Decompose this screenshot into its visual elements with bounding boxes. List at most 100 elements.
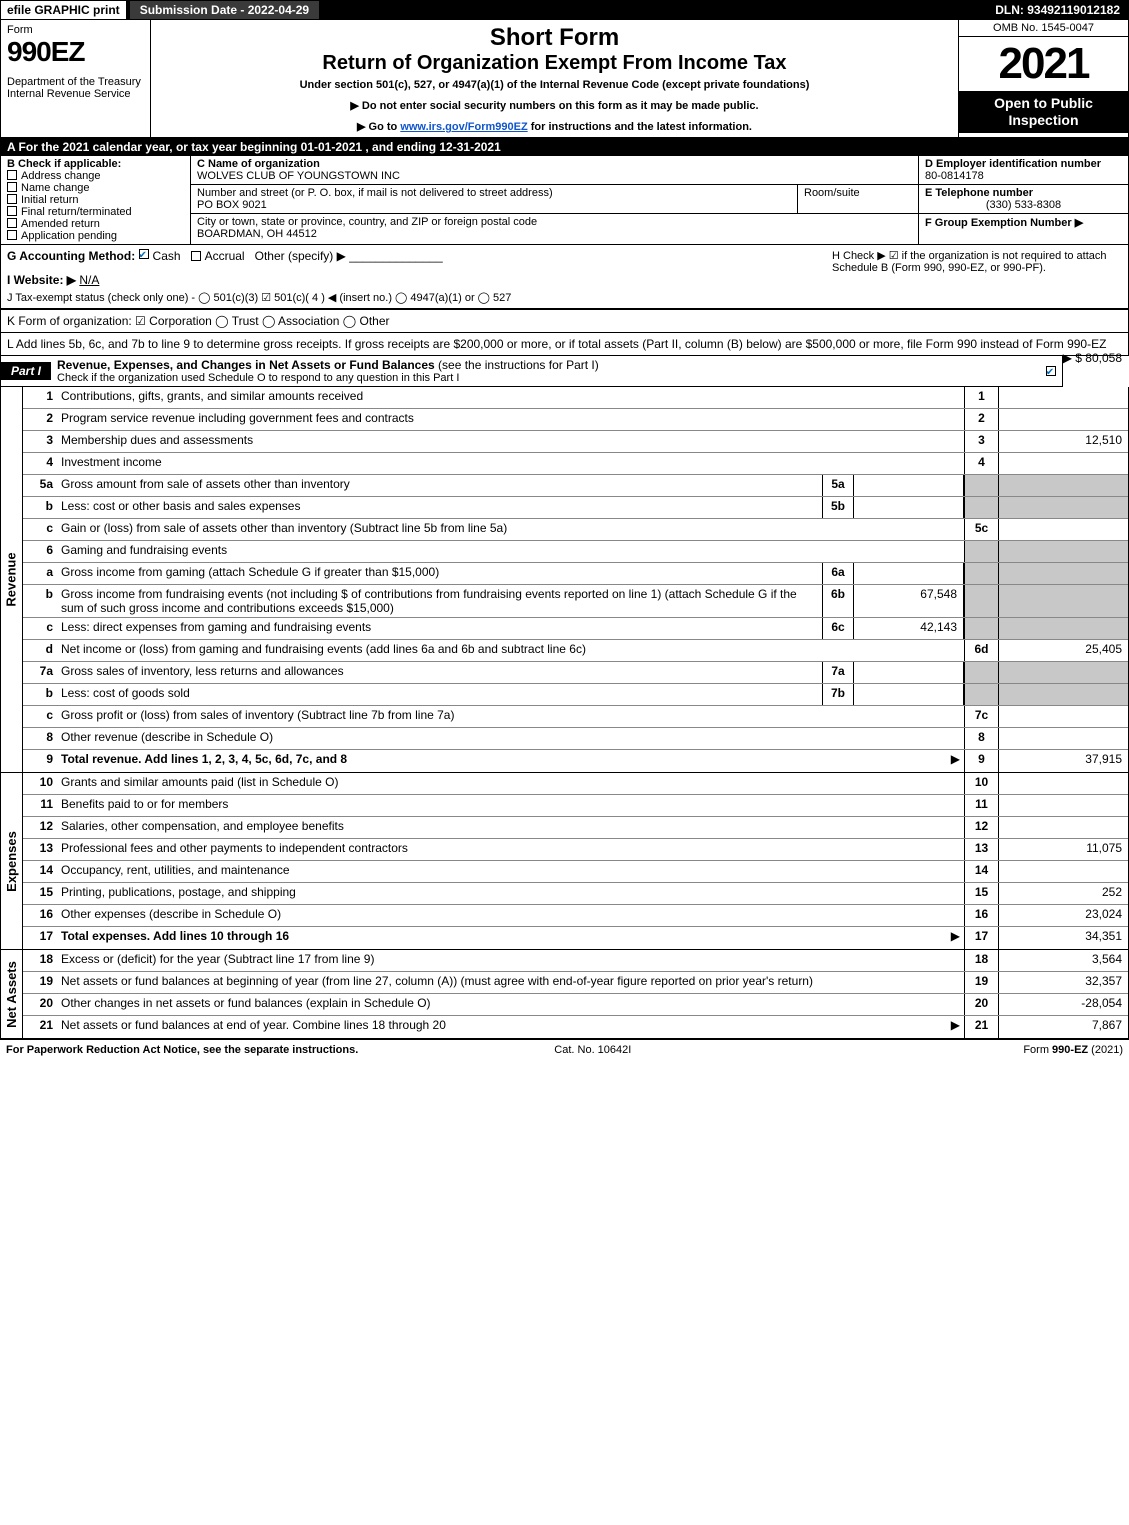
irs-link[interactable]: www.irs.gov/Form990EZ <box>400 121 527 133</box>
line-2: 2Program service revenue including gover… <box>23 409 1128 431</box>
right-val <box>998 795 1128 816</box>
line-desc: Total revenue. Add lines 1, 2, 3, 4, 5c,… <box>57 750 964 772</box>
return-title: Return of Organization Exempt From Incom… <box>159 52 950 75</box>
line-num: 1 <box>23 387 57 408</box>
line-desc: Other expenses (describe in Schedule O) <box>57 905 964 926</box>
line-b: bLess: cost of goods sold7b <box>23 684 1128 706</box>
line-3: 3Membership dues and assessments312,510 <box>23 431 1128 453</box>
cb-accrual[interactable] <box>191 251 201 261</box>
line-desc: Contributions, gifts, grants, and simila… <box>57 387 964 408</box>
line-num: 18 <box>23 950 57 971</box>
mid-num: 7b <box>822 684 854 705</box>
line-21: 21Net assets or fund balances at end of … <box>23 1016 1128 1038</box>
line-desc: Salaries, other compensation, and employ… <box>57 817 964 838</box>
right-num: 19 <box>964 972 998 993</box>
right-val <box>998 817 1128 838</box>
cb-initial[interactable]: Initial return <box>7 194 184 206</box>
right-num: 6d <box>964 640 998 661</box>
e-label: E Telephone number <box>925 187 1033 199</box>
line-num: b <box>23 585 57 617</box>
tel-cell: E Telephone number (330) 533-8308 <box>919 185 1128 214</box>
ein-val: 80-0814178 <box>925 170 984 182</box>
right-val <box>998 409 1128 430</box>
expenses-grid: Expenses 10Grants and similar amounts pa… <box>0 773 1129 950</box>
mid-val: 67,548 <box>854 585 964 617</box>
line-16: 16Other expenses (describe in Schedule O… <box>23 905 1128 927</box>
line-5a: 5aGross amount from sale of assets other… <box>23 475 1128 497</box>
org-name-cell: C Name of organization WOLVES CLUB OF YO… <box>191 156 918 185</box>
line-num: 2 <box>23 409 57 430</box>
line-desc: Investment income <box>57 453 964 474</box>
right-val <box>998 706 1128 727</box>
cb-name[interactable]: Name change <box>7 182 184 194</box>
right-val <box>998 773 1128 794</box>
revenue-grid: Revenue 1Contributions, gifts, grants, a… <box>0 387 1129 773</box>
cb-final[interactable]: Final return/terminated <box>7 206 184 218</box>
b-label: B Check if applicable: <box>7 158 184 170</box>
line-4: 4Investment income4 <box>23 453 1128 475</box>
line-desc: Gross profit or (loss) from sales of inv… <box>57 706 964 727</box>
line-num: 5a <box>23 475 57 496</box>
cb-amended[interactable]: Amended return <box>7 218 184 230</box>
line-desc: Net assets or fund balances at end of ye… <box>57 1016 964 1038</box>
right-val: 25,405 <box>998 640 1128 661</box>
revenue-lines: 1Contributions, gifts, grants, and simil… <box>23 387 1128 772</box>
group-exemption: F Group Exemption Number ▶ <box>919 214 1128 231</box>
cb-pending[interactable]: Application pending <box>7 230 184 242</box>
form-number: 990EZ <box>7 36 144 68</box>
line-num: 15 <box>23 883 57 904</box>
goto-post: for instructions and the latest informat… <box>528 121 752 133</box>
line-num: 6 <box>23 541 57 562</box>
line-desc: Net income or (loss) from gaming and fun… <box>57 640 964 661</box>
mid-val <box>854 497 964 518</box>
line-desc: Program service revenue including govern… <box>57 409 964 430</box>
right-val <box>998 387 1128 408</box>
part-1-tag: Part I <box>1 362 51 380</box>
i-label: I Website: ▶ <box>7 273 76 287</box>
form-header: Form 990EZ Department of the Treasury In… <box>0 20 1129 138</box>
line-num: 12 <box>23 817 57 838</box>
row-l: L Add lines 5b, 6c, and 7b to line 9 to … <box>0 333 1129 356</box>
footer: For Paperwork Reduction Act Notice, see … <box>0 1039 1129 1060</box>
cb-address[interactable]: Address change <box>7 170 184 182</box>
line-c: cGross profit or (loss) from sales of in… <box>23 706 1128 728</box>
line-num: 20 <box>23 994 57 1015</box>
tel-val: (330) 533-8308 <box>925 199 1122 211</box>
line-8: 8Other revenue (describe in Schedule O)8 <box>23 728 1128 750</box>
b-right: D Employer identification number 80-0814… <box>918 156 1128 244</box>
mid-num: 6c <box>822 618 854 639</box>
mid-num: 7a <box>822 662 854 683</box>
right-num: 14 <box>964 861 998 882</box>
mid-val: 42,143 <box>854 618 964 639</box>
l-amount: ▶ $ 80,058 <box>1063 351 1122 365</box>
line-desc: Grants and similar amounts paid (list in… <box>57 773 964 794</box>
efile-label[interactable]: efile GRAPHIC print <box>1 1 126 19</box>
right-val <box>998 861 1128 882</box>
row-g-h: G Accounting Method: Cash Accrual Other … <box>0 245 1129 309</box>
line-13: 13Professional fees and other payments t… <box>23 839 1128 861</box>
city-val: BOARDMAN, OH 44512 <box>197 228 317 240</box>
footer-left: For Paperwork Reduction Act Notice, see … <box>6 1044 358 1056</box>
line-desc: Occupancy, rent, utilities, and maintena… <box>57 861 964 882</box>
header-mid: Short Form Return of Organization Exempt… <box>151 20 958 137</box>
right-val: 3,564 <box>998 950 1128 971</box>
under-section: Under section 501(c), 527, or 4947(a)(1)… <box>159 79 950 91</box>
line-desc: Less: direct expenses from gaming and fu… <box>57 618 822 639</box>
right-num: 2 <box>964 409 998 430</box>
goto-link-line: ▶ Go to www.irs.gov/Form990EZ for instru… <box>159 120 950 133</box>
line-num: 17 <box>23 927 57 949</box>
line-num: 14 <box>23 861 57 882</box>
cb-cash[interactable] <box>139 249 149 259</box>
right-num: 17 <box>964 927 998 949</box>
omb-number: OMB No. 1545-0047 <box>959 20 1128 37</box>
header-right: OMB No. 1545-0047 2021 Open to Public In… <box>958 20 1128 137</box>
netassets-lines: 18Excess or (deficit) for the year (Subt… <box>23 950 1128 1038</box>
line-9: 9Total revenue. Add lines 1, 2, 3, 4, 5c… <box>23 750 1128 772</box>
right-val: 34,351 <box>998 927 1128 949</box>
b-mid: C Name of organization WOLVES CLUB OF YO… <box>191 156 918 244</box>
line-desc: Excess or (deficit) for the year (Subtra… <box>57 950 964 971</box>
schedule-o-checkbox[interactable] <box>1046 366 1056 376</box>
city-cell: City or town, state or province, country… <box>191 214 918 242</box>
d-label: D Employer identification number <box>925 158 1101 170</box>
line-desc: Benefits paid to or for members <box>57 795 964 816</box>
